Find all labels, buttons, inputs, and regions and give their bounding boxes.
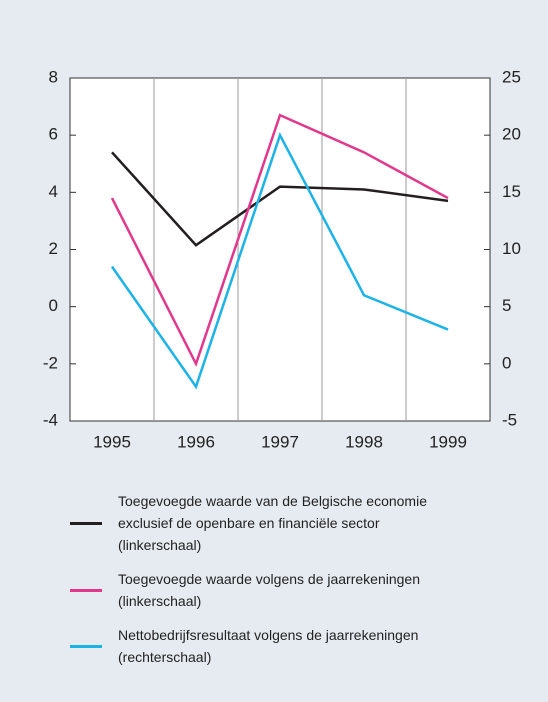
y-tick-label: 0 (49, 296, 58, 315)
y2-tick-label: 25 (502, 67, 521, 86)
y2-tick-label: 0 (502, 353, 511, 372)
y-tick-label: -4 (43, 410, 58, 429)
y-tick-label: 6 (49, 125, 58, 144)
x-tick-label: 1998 (345, 432, 383, 451)
legend-entry: Toegevoegde waarde volgens de jaarrekeni… (70, 568, 470, 612)
x-tick-label: 1999 (429, 432, 467, 451)
y2-tick-label: 5 (502, 296, 511, 315)
legend-entry: Nettobedrijfsresultaat volgens de jaarre… (70, 624, 470, 668)
series-line (111, 151, 449, 247)
legend-label: Toegevoegde waarde volgens de jaarrekeni… (118, 571, 420, 609)
y2-tick-label: 20 (502, 125, 521, 144)
y-tick-label: 8 (49, 67, 58, 86)
legend-label: Nettobedrijfsresultaat volgens de jaarre… (118, 627, 419, 665)
series-line (110, 113, 449, 368)
series-line (110, 131, 449, 390)
x-tick-label: 1996 (177, 432, 215, 451)
y-tick-label: 4 (49, 182, 58, 201)
y2-tick-label: -5 (502, 410, 517, 429)
legend-swatch (70, 644, 102, 648)
legend-swatch (70, 588, 102, 592)
y2-tick-label: 10 (502, 239, 521, 258)
y2-tick-label: 15 (502, 182, 521, 201)
legend-entry: Toegevoegde waarde van de Belgische econ… (70, 490, 470, 556)
y-tick-label: -2 (43, 353, 58, 372)
legend-swatch (70, 521, 102, 525)
plot-area (69, 77, 491, 422)
legend: Toegevoegde waarde van de Belgische econ… (70, 490, 470, 680)
x-tick-label: 1997 (261, 432, 299, 451)
x-tick-label: 1995 (93, 432, 131, 451)
y-tick-label: 2 (49, 239, 58, 258)
legend-label: Toegevoegde waarde van de Belgische econ… (118, 493, 427, 553)
